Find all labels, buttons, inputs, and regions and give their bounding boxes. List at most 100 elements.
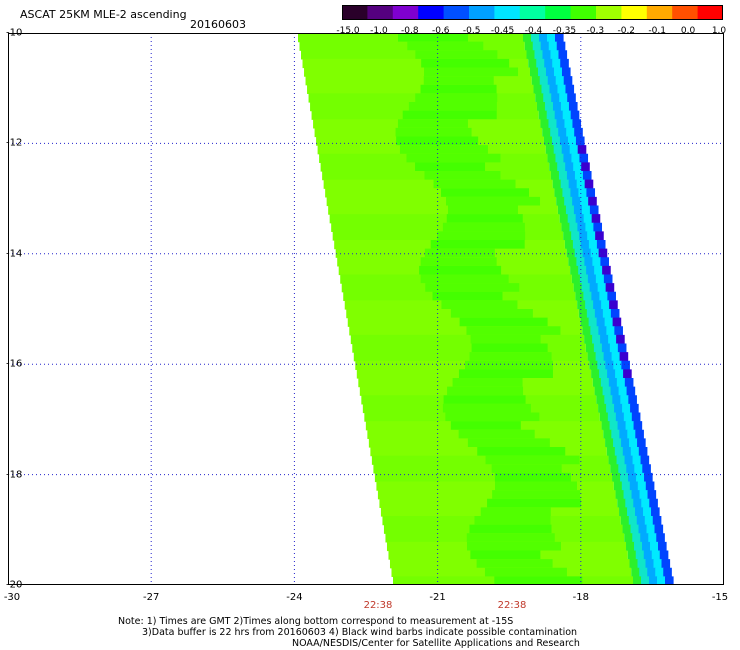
swath-cell <box>657 576 666 585</box>
swath-cell <box>402 110 497 120</box>
swath-cell <box>606 403 615 414</box>
swath-cell <box>566 127 575 138</box>
swath-cell <box>543 93 552 103</box>
swath-cell <box>616 334 625 345</box>
swath-cell <box>524 41 534 51</box>
swath-cell <box>452 378 523 388</box>
swath-cell <box>470 550 541 560</box>
swath-cell <box>573 162 582 172</box>
swath-cell <box>304 67 530 77</box>
swath-cell <box>580 196 589 207</box>
swath-cell <box>446 214 523 224</box>
swath-cell <box>585 222 595 232</box>
swath-cell <box>645 481 655 491</box>
swath-cell <box>535 93 544 103</box>
swath-cell <box>559 136 569 146</box>
colorbar-label: 0.0 <box>680 26 696 36</box>
swath-cell <box>578 188 588 198</box>
swath-cell <box>585 343 595 353</box>
swath-cell <box>650 541 659 552</box>
swath-cell <box>640 533 649 543</box>
swath-cell <box>563 153 573 163</box>
swath-cell <box>395 127 472 138</box>
swath-cell <box>494 481 577 491</box>
swath-cell <box>586 265 595 276</box>
swath-cell <box>538 110 548 120</box>
swath-cell <box>604 317 614 327</box>
swath-cell <box>421 58 510 69</box>
swath-cell <box>568 179 578 189</box>
swath-cell <box>485 455 580 465</box>
swath-cell <box>442 222 525 232</box>
swath-cell <box>555 76 565 86</box>
swath-cell <box>484 567 567 577</box>
swath-cell <box>326 196 557 207</box>
swath-cell <box>555 33 564 43</box>
colorbar-cell <box>545 5 572 20</box>
swath-cell <box>639 490 649 500</box>
swath-cell <box>307 84 534 94</box>
swath-cell <box>613 438 622 448</box>
swath-cell <box>547 33 556 43</box>
swath-cell <box>632 533 641 543</box>
swath-cell <box>437 231 526 241</box>
colorbar-cell <box>367 5 394 20</box>
swath-cell <box>458 369 553 379</box>
swath-cell <box>587 352 597 362</box>
swath-cell <box>656 533 665 543</box>
swath-cell <box>642 464 651 474</box>
swath-cell <box>494 576 583 585</box>
swath-cell <box>572 196 581 207</box>
swath-cell <box>430 240 525 250</box>
swath-cell <box>544 58 553 69</box>
swath-cell <box>564 119 574 129</box>
swath-cell <box>605 283 615 293</box>
swath-cell <box>471 343 548 353</box>
swath-cell <box>555 153 565 163</box>
swath-cell <box>610 386 620 396</box>
swath-cell <box>542 50 552 60</box>
swath-cell <box>577 300 586 310</box>
swath-cell <box>618 386 628 396</box>
swath-cell <box>631 490 641 500</box>
swath-cell <box>523 33 532 43</box>
swath-cell <box>557 84 567 94</box>
swath-cell <box>491 464 562 474</box>
colorbar-cell <box>697 5 723 20</box>
swath-cell <box>425 283 520 293</box>
swath-cell <box>328 205 558 215</box>
colorbar-cell <box>342 5 368 20</box>
colorbar-cell <box>418 5 445 20</box>
swath-cell <box>581 283 591 293</box>
swath-cell <box>551 93 560 103</box>
swath-cell <box>551 136 561 146</box>
swath-cell <box>465 360 554 370</box>
colorbar-cell <box>469 5 495 20</box>
swath-cell <box>648 533 657 543</box>
swath-cell <box>374 472 613 483</box>
swath-cell <box>561 222 571 232</box>
swath-cell <box>446 196 541 207</box>
swath-cell <box>640 455 650 465</box>
swath-cell <box>550 171 560 181</box>
swath-cell <box>415 50 498 60</box>
swath-cell <box>542 127 551 138</box>
swath-cell <box>492 490 581 500</box>
swath-cell <box>352 343 586 353</box>
swath-cell <box>589 360 598 370</box>
swath-cell <box>659 550 669 560</box>
swath-cell <box>595 274 605 284</box>
swath-cell <box>603 274 613 284</box>
swath-cell <box>550 127 559 138</box>
swath-cell <box>622 524 632 534</box>
swath-cell <box>529 67 539 77</box>
swath-cell <box>605 360 614 370</box>
swath-cell <box>617 498 626 508</box>
swath-cell <box>644 472 653 483</box>
swath-cell <box>647 567 656 577</box>
swath-cell <box>592 257 601 267</box>
colorbar-label: 1.0 <box>711 26 727 36</box>
swath-cell <box>571 231 580 241</box>
swath-cell <box>556 41 566 51</box>
swath-cell <box>458 429 535 439</box>
